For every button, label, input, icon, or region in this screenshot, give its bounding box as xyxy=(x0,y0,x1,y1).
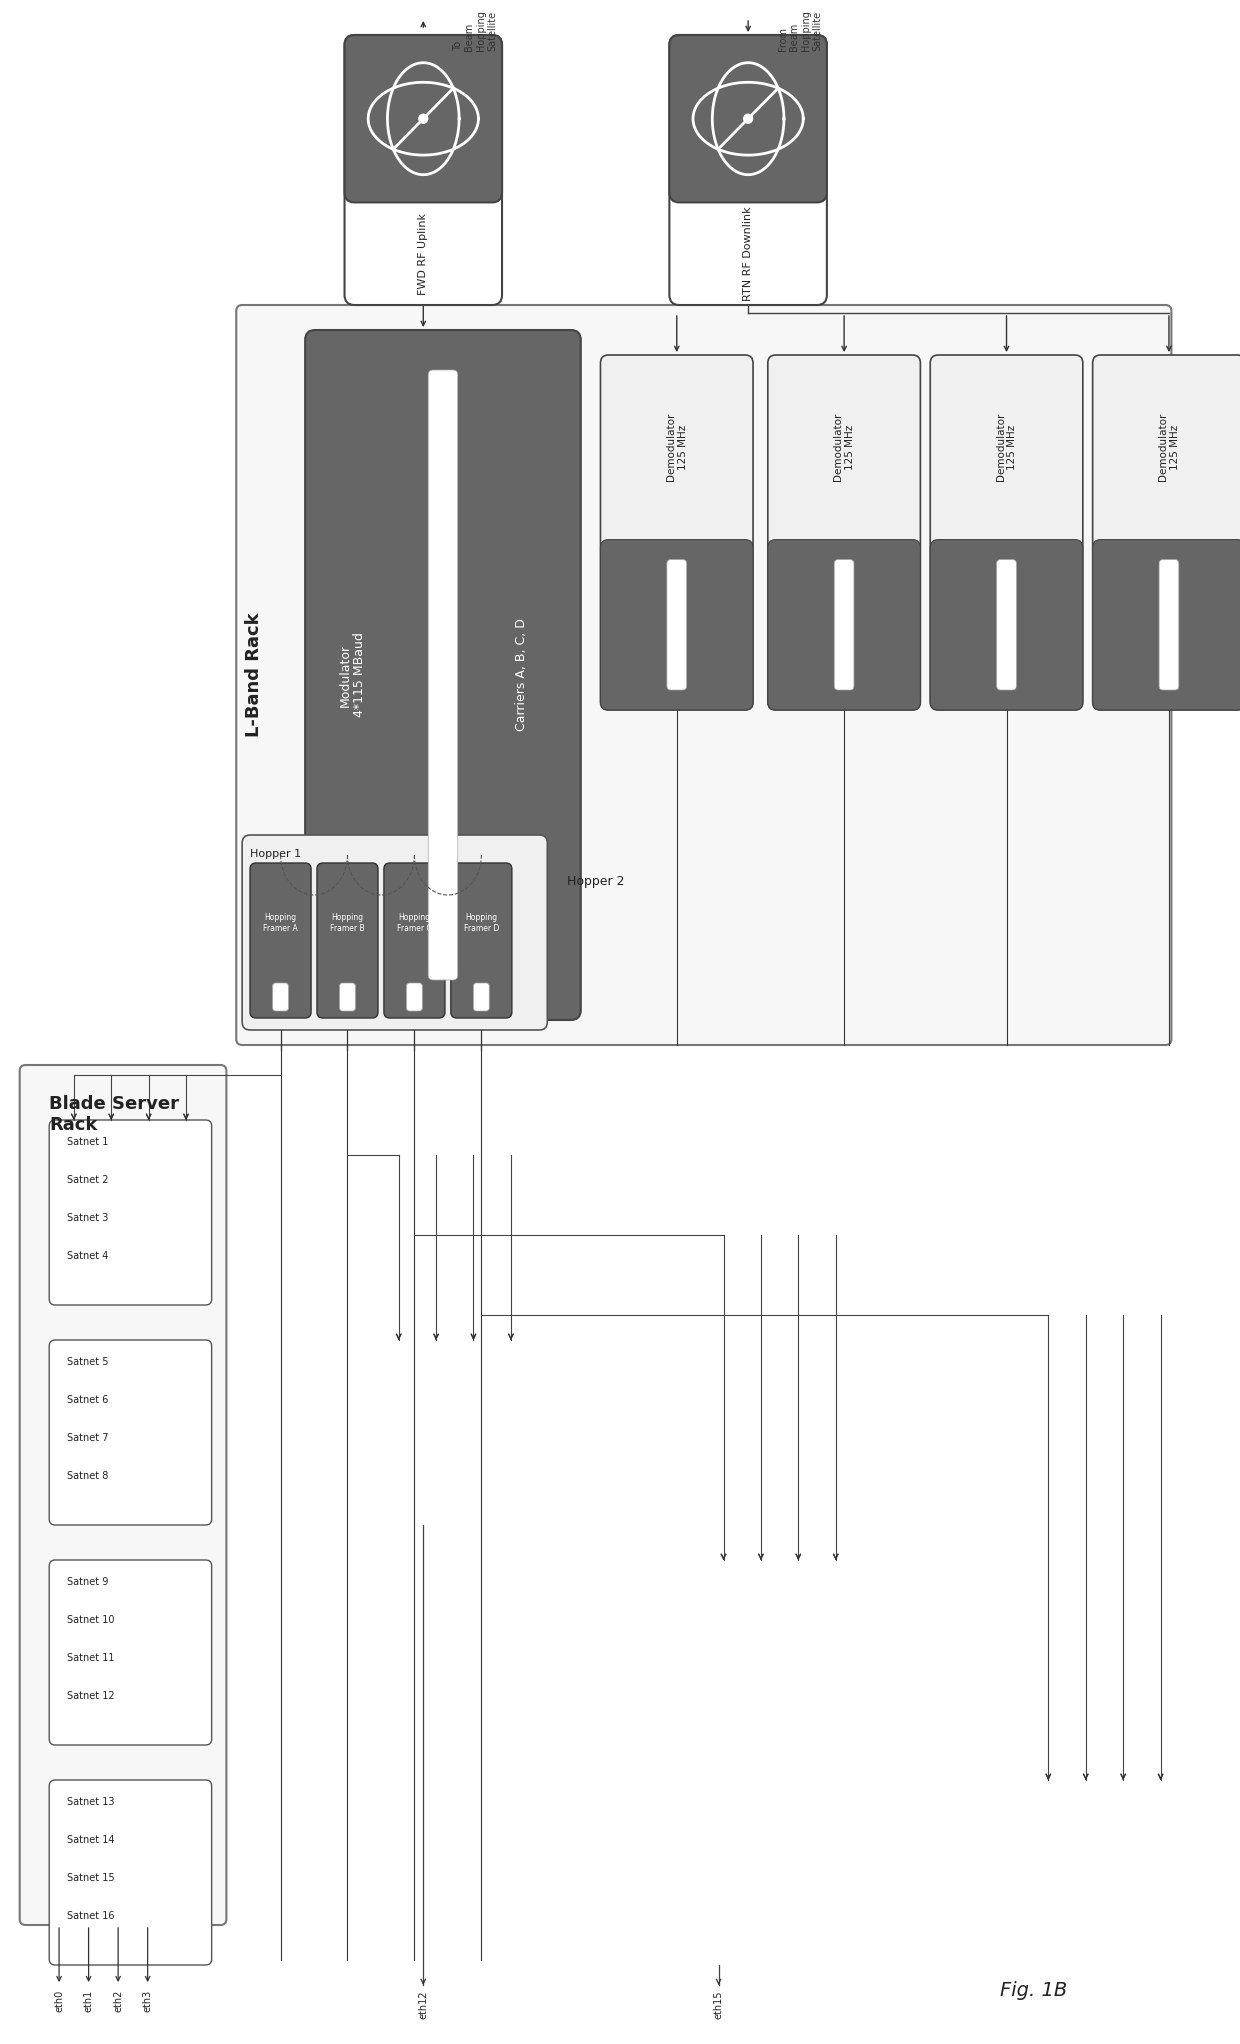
Text: Hopper 2: Hopper 2 xyxy=(567,875,625,887)
Text: Satnet 8: Satnet 8 xyxy=(67,1472,108,1482)
FancyBboxPatch shape xyxy=(930,356,1083,709)
FancyBboxPatch shape xyxy=(250,863,311,1018)
Text: Satnet 16: Satnet 16 xyxy=(67,1911,114,1921)
Text: Satnet 9: Satnet 9 xyxy=(67,1578,108,1586)
Text: Satnet 6: Satnet 6 xyxy=(67,1394,108,1404)
Text: Fig. 1B: Fig. 1B xyxy=(999,1981,1068,1999)
Text: eth15: eth15 xyxy=(713,1991,724,2019)
Text: eth2: eth2 xyxy=(113,1991,123,2013)
Text: eth3: eth3 xyxy=(143,1991,153,2011)
Text: Hopping
Framer A: Hopping Framer A xyxy=(263,914,298,932)
Text: Hopper 1: Hopper 1 xyxy=(250,848,301,858)
FancyBboxPatch shape xyxy=(317,863,378,1018)
FancyBboxPatch shape xyxy=(345,35,502,305)
Text: Satnet 11: Satnet 11 xyxy=(67,1654,114,1664)
FancyBboxPatch shape xyxy=(1159,560,1179,691)
FancyBboxPatch shape xyxy=(1092,356,1240,709)
Text: Demodulator
125 MHz: Demodulator 125 MHz xyxy=(666,413,687,482)
Text: eth1: eth1 xyxy=(83,1991,93,2011)
Text: Hopping
Framer B: Hopping Framer B xyxy=(330,914,365,932)
Text: Satnet 10: Satnet 10 xyxy=(67,1615,114,1625)
Text: Modulator
4*115 MBaud: Modulator 4*115 MBaud xyxy=(339,632,366,717)
FancyBboxPatch shape xyxy=(20,1065,227,1925)
Text: Satnet 2: Satnet 2 xyxy=(67,1175,108,1186)
FancyBboxPatch shape xyxy=(474,983,490,1012)
FancyBboxPatch shape xyxy=(50,1341,212,1525)
FancyBboxPatch shape xyxy=(340,983,356,1012)
FancyBboxPatch shape xyxy=(930,540,1083,709)
Text: Satnet 12: Satnet 12 xyxy=(67,1690,114,1701)
FancyBboxPatch shape xyxy=(835,560,854,691)
Text: Satnet 14: Satnet 14 xyxy=(67,1836,114,1846)
Text: Blade Server
Rack: Blade Server Rack xyxy=(50,1096,180,1134)
Text: Satnet 7: Satnet 7 xyxy=(67,1433,108,1443)
FancyBboxPatch shape xyxy=(667,560,687,691)
Text: Satnet 1: Satnet 1 xyxy=(67,1136,108,1147)
FancyBboxPatch shape xyxy=(50,1560,212,1746)
FancyBboxPatch shape xyxy=(237,305,1172,1044)
FancyBboxPatch shape xyxy=(1092,540,1240,709)
Text: Satnet 4: Satnet 4 xyxy=(67,1251,108,1261)
Text: Carriers A, B, C, D: Carriers A, B, C, D xyxy=(515,619,528,732)
FancyBboxPatch shape xyxy=(345,35,502,202)
Text: Hopping
Framer D: Hopping Framer D xyxy=(464,914,498,932)
Text: Demodulator
125 MHz: Demodulator 125 MHz xyxy=(833,413,854,482)
Text: Satnet 13: Satnet 13 xyxy=(67,1797,114,1807)
FancyBboxPatch shape xyxy=(600,356,753,709)
FancyBboxPatch shape xyxy=(50,1120,212,1304)
FancyBboxPatch shape xyxy=(670,35,827,305)
FancyBboxPatch shape xyxy=(768,356,920,709)
FancyBboxPatch shape xyxy=(997,560,1017,691)
FancyBboxPatch shape xyxy=(273,983,289,1012)
Text: L-Band Rack: L-Band Rack xyxy=(246,613,263,738)
Text: FWD RF Uplink: FWD RF Uplink xyxy=(418,213,428,294)
Text: eth12: eth12 xyxy=(418,1991,428,2019)
Text: From
Beam
Hopping
Satellite: From Beam Hopping Satellite xyxy=(777,10,822,51)
Text: Hopping
Framer C: Hopping Framer C xyxy=(397,914,432,932)
Text: To
Beam
Hopping
Satellite: To Beam Hopping Satellite xyxy=(453,10,497,51)
FancyBboxPatch shape xyxy=(768,540,920,709)
Text: Satnet 5: Satnet 5 xyxy=(67,1357,108,1367)
Text: Demodulator
125 MHz: Demodulator 125 MHz xyxy=(1158,413,1179,482)
Circle shape xyxy=(744,114,753,123)
Text: RTN RF Downlink: RTN RF Downlink xyxy=(743,206,753,300)
FancyBboxPatch shape xyxy=(451,863,512,1018)
Text: Demodulator
125 MHz: Demodulator 125 MHz xyxy=(996,413,1017,482)
Text: Satnet 15: Satnet 15 xyxy=(67,1872,114,1883)
FancyBboxPatch shape xyxy=(670,35,827,202)
FancyBboxPatch shape xyxy=(428,370,458,979)
Circle shape xyxy=(419,114,428,123)
FancyBboxPatch shape xyxy=(242,836,547,1030)
FancyBboxPatch shape xyxy=(305,329,580,1020)
FancyBboxPatch shape xyxy=(600,540,753,709)
FancyBboxPatch shape xyxy=(407,983,423,1012)
Text: eth0: eth0 xyxy=(55,1991,64,2011)
FancyBboxPatch shape xyxy=(50,1780,212,1964)
Text: Satnet 3: Satnet 3 xyxy=(67,1212,108,1222)
FancyBboxPatch shape xyxy=(384,863,445,1018)
